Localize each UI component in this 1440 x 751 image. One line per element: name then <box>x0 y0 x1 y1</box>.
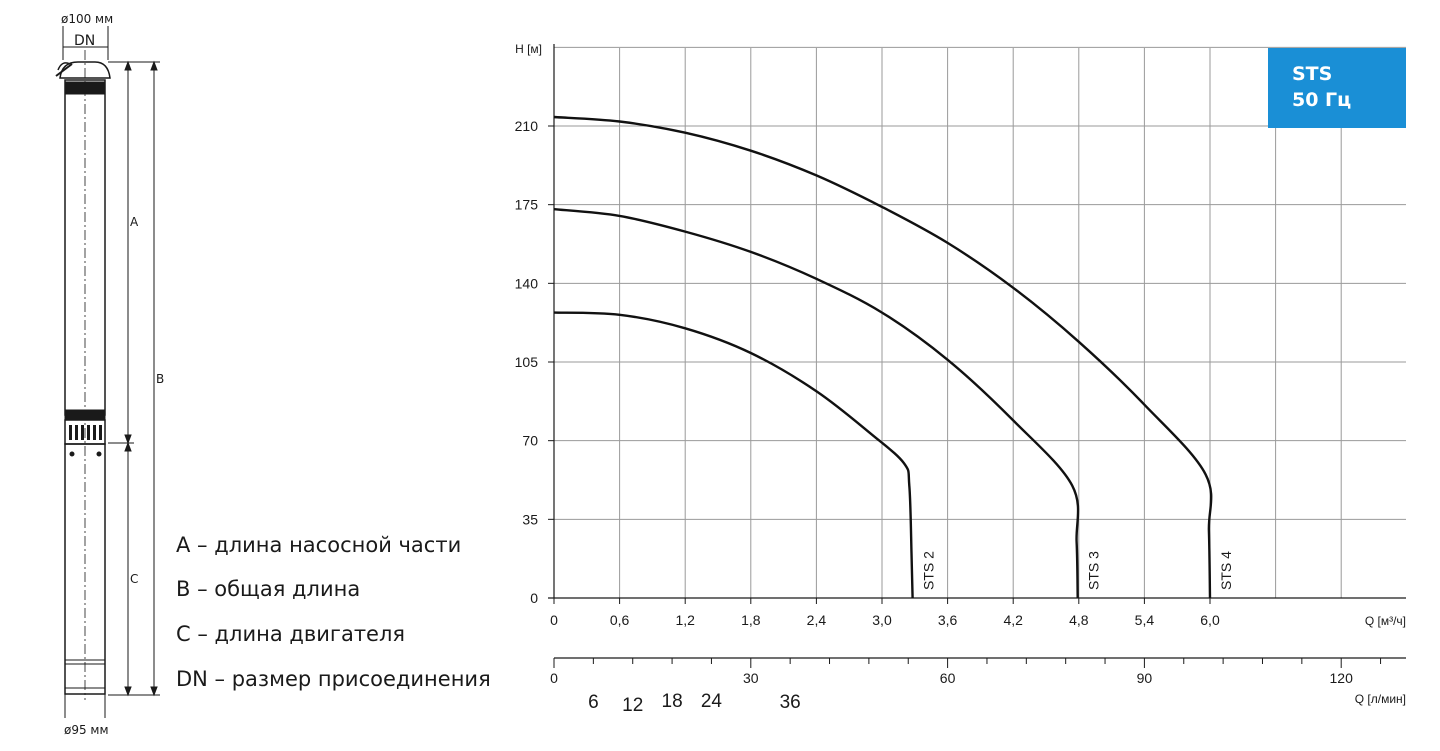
y-tick-label: 175 <box>515 197 539 213</box>
secondary-axis-label: Q [л/мин] <box>1355 692 1406 706</box>
secondary-tick-label: 60 <box>940 670 956 686</box>
pump-dimension-drawing: ø100 мм DN A B C ø95 мм <box>55 12 164 737</box>
badge-line-2: 50 Гц <box>1292 89 1352 111</box>
x-axis-label: Q [м³/ч] <box>1365 614 1406 628</box>
chart-axes <box>548 44 1406 668</box>
y-tick-label: 105 <box>515 354 539 370</box>
legend-item-b: B – общая длина <box>176 577 361 601</box>
x-tick-label: 0 <box>550 612 558 628</box>
x-tick-label: 6,0 <box>1200 612 1220 628</box>
chart-grid <box>554 46 1406 598</box>
chart-labels: 0 35 70 105 140 175 210 H [м] 0 0,6 1,2 1,8 2,4 3,0 3,… <box>515 42 1406 716</box>
series-badge: STS 50 Гц <box>1268 48 1406 128</box>
y-tick-label: 140 <box>515 275 539 291</box>
y-tick-label: 70 <box>522 433 538 449</box>
x-tick-label: 1,8 <box>741 612 761 628</box>
x-tick-label: 0,6 <box>610 612 630 628</box>
top-diameter-label: ø100 мм <box>61 12 113 26</box>
flow-extra-label: 18 <box>662 691 683 712</box>
y-tick-label: 0 <box>530 590 538 606</box>
x-tick-label: 3,0 <box>872 612 892 628</box>
x-tick-label: 1,2 <box>675 612 695 628</box>
label-b: B <box>156 372 164 386</box>
curve-label: STS 3 <box>1086 551 1102 590</box>
label-c: C <box>130 572 138 586</box>
secondary-tick-label: 30 <box>743 670 759 686</box>
x-tick-label: 2,4 <box>807 612 827 628</box>
legend-item-dn: DN – размер присоединения <box>176 667 491 691</box>
curve-label: STS 2 <box>921 551 937 590</box>
y-tick-label: 210 <box>515 118 539 134</box>
legend-item-c: C – длина двигателя <box>176 622 406 646</box>
label-a: A <box>130 215 139 229</box>
y-axis-label: H [м] <box>515 42 542 56</box>
secondary-tick-label: 120 <box>1330 670 1354 686</box>
flow-extra-label: 24 <box>701 691 723 712</box>
flow-extra-label: 12 <box>622 695 643 716</box>
bottom-diameter-label: ø95 мм <box>64 723 109 737</box>
legend-item-a: A – длина насосной части <box>176 533 462 557</box>
secondary-tick-label: 90 <box>1137 670 1153 686</box>
dn-label: DN <box>74 33 95 49</box>
badge-line-1: STS <box>1292 63 1333 85</box>
x-tick-label: 5,4 <box>1135 612 1155 628</box>
secondary-tick-label: 0 <box>550 670 558 686</box>
x-tick-label: 4,2 <box>1003 612 1023 628</box>
chart-curves <box>553 115 1213 599</box>
flow-extra-label: 6 <box>588 692 599 713</box>
curve-label: STS 4 <box>1218 551 1234 590</box>
curve-sts-4 <box>553 115 1213 599</box>
x-tick-label: 4,8 <box>1069 612 1089 628</box>
y-tick-label: 35 <box>522 511 538 527</box>
curve-sts-2 <box>553 311 914 599</box>
curve-sts-3 <box>553 208 1080 599</box>
x-tick-label: 3,6 <box>938 612 958 628</box>
flow-extra-label: 36 <box>780 692 801 713</box>
